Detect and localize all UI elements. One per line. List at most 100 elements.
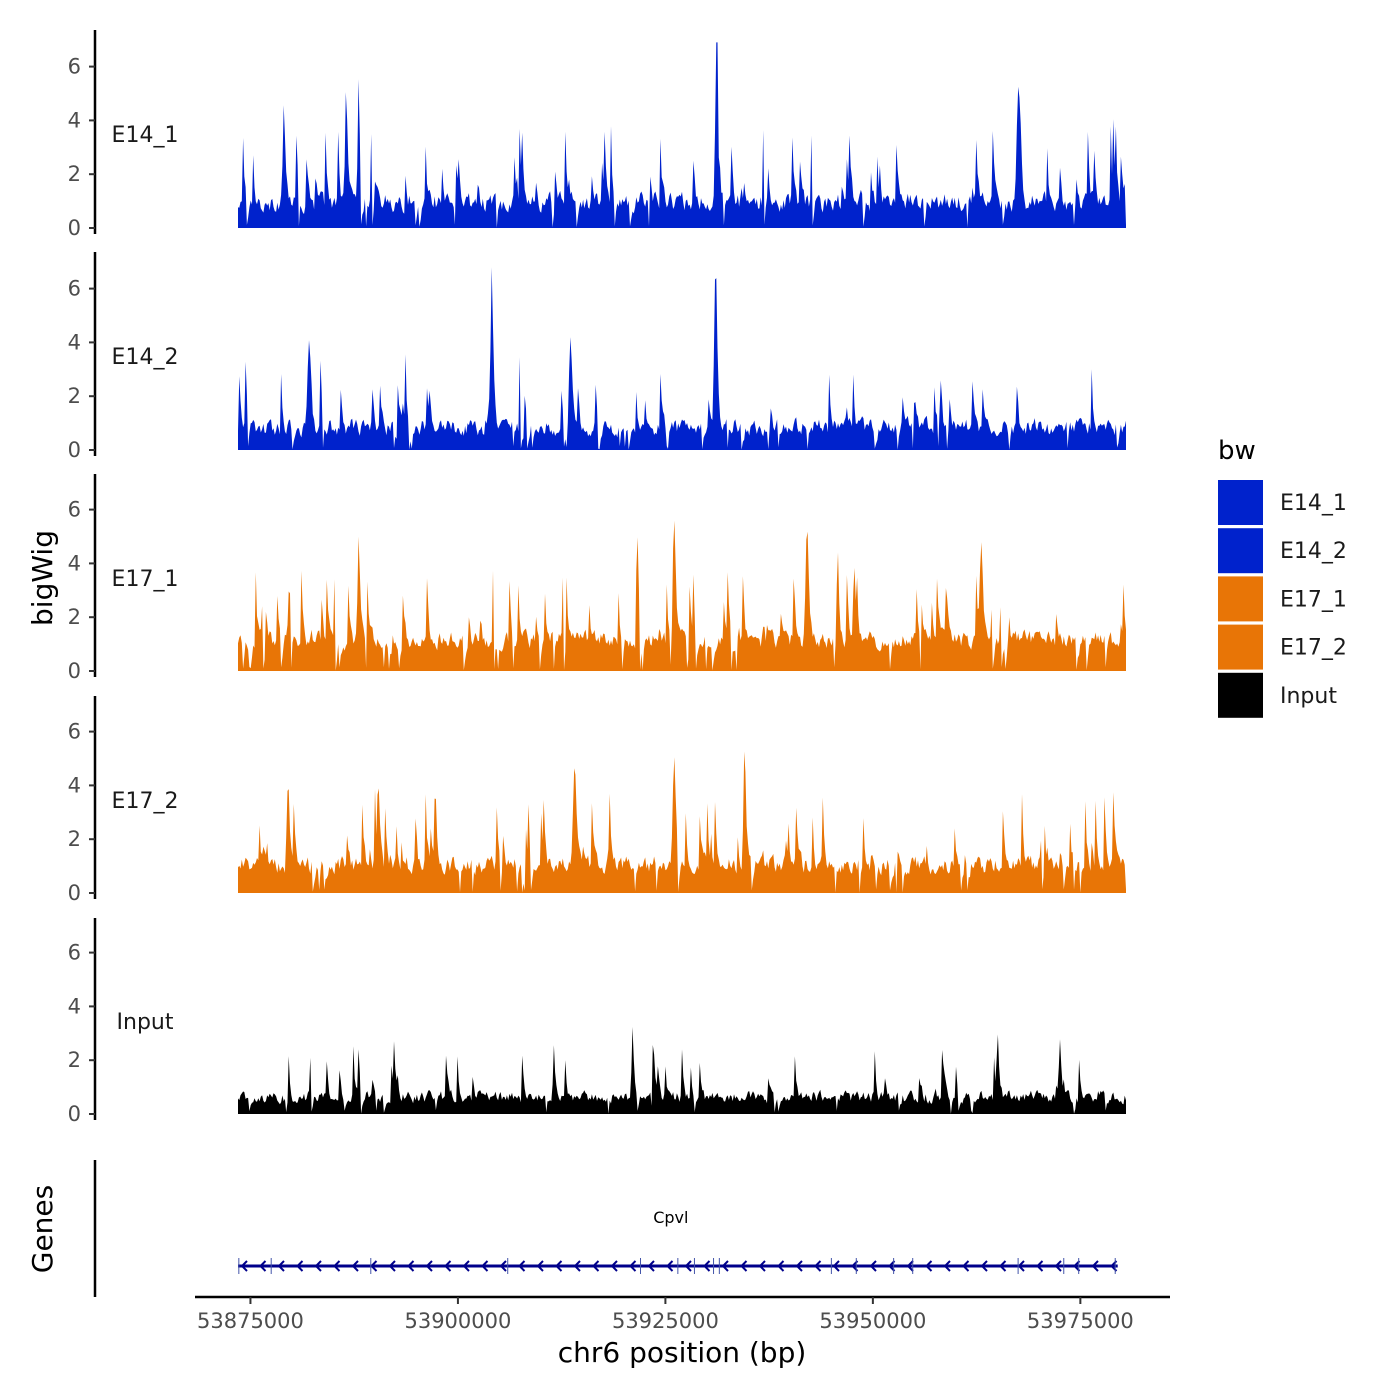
y-tick-label: 4 bbox=[68, 994, 81, 1018]
strand-chevron bbox=[888, 1260, 896, 1272]
strand-chevron bbox=[647, 1260, 655, 1272]
strand-chevron bbox=[277, 1260, 285, 1272]
legend-label: E14_1 bbox=[1280, 491, 1347, 516]
y-tick-label: 6 bbox=[68, 277, 81, 301]
strand-chevron bbox=[370, 1260, 378, 1272]
strand-chevron bbox=[425, 1260, 433, 1272]
track-label: E17_2 bbox=[112, 789, 179, 814]
track-e17-2: 0 2 4 6 E17_2 bbox=[68, 696, 1126, 905]
strand-chevron bbox=[1073, 1260, 1081, 1272]
strand-chevron bbox=[536, 1260, 544, 1272]
coverage-area-e14-1 bbox=[238, 42, 1126, 229]
gene-label: Cpvl bbox=[653, 1208, 688, 1227]
strand-chevron bbox=[388, 1260, 396, 1272]
strand-chevron bbox=[925, 1260, 933, 1272]
y-axis-title: bigWig bbox=[26, 530, 59, 626]
track-e14-1: 0 2 4 6 E14_1 bbox=[68, 30, 1126, 240]
strand-chevron bbox=[407, 1260, 415, 1272]
strand-chevron bbox=[240, 1260, 248, 1272]
strand-chevron bbox=[518, 1260, 526, 1272]
legend-label: E17_1 bbox=[1280, 587, 1347, 612]
track-label: Input bbox=[117, 1010, 174, 1035]
coverage-area-input bbox=[238, 1026, 1126, 1114]
y-tick-label: 4 bbox=[68, 773, 81, 797]
x-axis-title: chr6 position (bp) bbox=[558, 1336, 807, 1369]
y-tick-label: 6 bbox=[68, 498, 81, 522]
strand-chevron bbox=[684, 1260, 692, 1272]
y-tick-label: 0 bbox=[68, 438, 81, 462]
gene-track: Genes Cpvl bbox=[26, 1160, 1118, 1297]
x-tick-label: 53975000 bbox=[1027, 1309, 1134, 1333]
coverage-area-e14-2 bbox=[238, 267, 1126, 450]
y-tick-label: 0 bbox=[68, 881, 81, 905]
y-tick-label: 4 bbox=[68, 551, 81, 575]
y-tick-label: 6 bbox=[68, 720, 81, 744]
strand-chevron bbox=[814, 1260, 822, 1272]
legend-swatch bbox=[1218, 672, 1263, 718]
x-tick-label: 53925000 bbox=[612, 1309, 719, 1333]
strand-chevron bbox=[573, 1260, 581, 1272]
strand-chevron bbox=[462, 1260, 470, 1272]
legend-swatch bbox=[1218, 624, 1263, 670]
y-tick-label: 2 bbox=[68, 827, 81, 851]
y-tick-label: 2 bbox=[68, 1048, 81, 1072]
strand-chevron bbox=[296, 1260, 304, 1272]
strand-chevron bbox=[906, 1260, 914, 1272]
x-axis: 53875000 53900000 53925000 53950000 53975000… bbox=[195, 1295, 1170, 1369]
strand-chevron bbox=[1017, 1260, 1025, 1272]
track-label: E17_1 bbox=[112, 567, 179, 592]
track-input: 0 2 4 6 Input bbox=[68, 918, 1126, 1126]
legend-title: bw bbox=[1218, 436, 1256, 466]
y-tick-label: 0 bbox=[68, 216, 81, 240]
strand-chevron bbox=[795, 1260, 803, 1272]
strand-chevron bbox=[555, 1260, 563, 1272]
strand-chevron bbox=[703, 1260, 711, 1272]
coverage-area-e17-1 bbox=[238, 520, 1126, 671]
y-tick-label: 2 bbox=[68, 162, 81, 186]
track-e17-1: 0 2 4 6 E17_1 bbox=[68, 474, 1126, 683]
strand-chevron bbox=[999, 1260, 1007, 1272]
track-label: E14_2 bbox=[112, 345, 179, 370]
y-tick-label: 4 bbox=[68, 108, 81, 132]
strand-chevron bbox=[943, 1260, 951, 1272]
strand-chevron bbox=[259, 1260, 267, 1272]
strand-chevron bbox=[777, 1260, 785, 1272]
strand-chevron bbox=[666, 1260, 674, 1272]
y-tick-label: 0 bbox=[68, 659, 81, 683]
strand-chevron bbox=[481, 1260, 489, 1272]
strand-chevron bbox=[962, 1260, 970, 1272]
y-tick-label: 6 bbox=[68, 55, 81, 79]
track-e14-2: 0 2 4 6 E14_2 bbox=[68, 252, 1126, 462]
track-label: E14_1 bbox=[112, 123, 179, 148]
legend-swatch bbox=[1218, 480, 1263, 525]
y-tick-label: 2 bbox=[68, 605, 81, 629]
strand-chevron bbox=[499, 1260, 507, 1272]
strand-chevron bbox=[610, 1260, 618, 1272]
strand-chevron bbox=[333, 1260, 341, 1272]
strand-chevron bbox=[314, 1260, 322, 1272]
strand-chevron bbox=[740, 1260, 748, 1272]
y-tick-label: 2 bbox=[68, 384, 81, 408]
strand-chevron bbox=[1036, 1260, 1044, 1272]
y-tick-label: 6 bbox=[68, 941, 81, 965]
strand-chevron bbox=[444, 1260, 452, 1272]
strand-chevron bbox=[629, 1260, 637, 1272]
strand-chevron bbox=[721, 1260, 729, 1272]
x-tick-label: 53875000 bbox=[197, 1309, 304, 1333]
strand-chevron bbox=[758, 1260, 766, 1272]
legend: bw E14_1 E14_2 E17_1 E17_2 Input bbox=[1218, 436, 1347, 718]
strand-chevron bbox=[592, 1260, 600, 1272]
y-tick-label: 0 bbox=[68, 1102, 81, 1126]
coverage-area-e17-2 bbox=[238, 751, 1126, 893]
strand-chevron bbox=[1054, 1260, 1062, 1272]
strand-chevron bbox=[832, 1260, 840, 1272]
x-tick-label: 53900000 bbox=[404, 1309, 511, 1333]
legend-label: E14_2 bbox=[1280, 539, 1347, 564]
strand-chevron bbox=[869, 1260, 877, 1272]
legend-swatch bbox=[1218, 576, 1263, 622]
legend-swatch bbox=[1218, 528, 1263, 574]
strand-chevron bbox=[351, 1260, 359, 1272]
strand-chevron bbox=[1091, 1260, 1099, 1272]
